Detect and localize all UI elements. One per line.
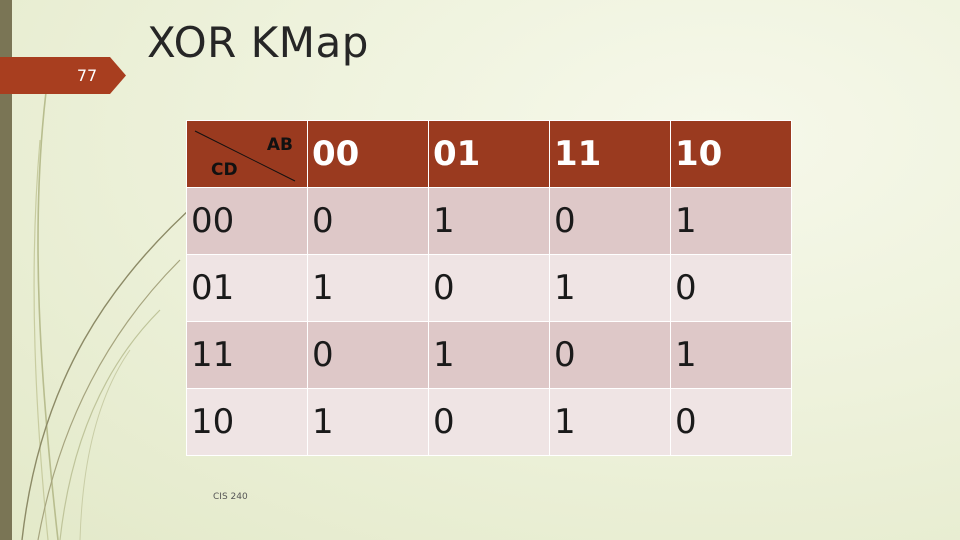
- column-header: 00: [307, 120, 429, 188]
- table-cell: 1: [670, 187, 792, 255]
- slide-title: XOR KMap: [147, 18, 369, 67]
- corner-label-ab: AB: [266, 135, 293, 155]
- table-cell: 0: [549, 321, 671, 389]
- kmap-header-row: AB CD 00 01 11 10: [186, 120, 792, 188]
- table-cell: 0: [549, 187, 671, 255]
- decorative-swoosh: [21, 91, 201, 540]
- table-cell: 1: [549, 254, 671, 322]
- table-cell: 1: [670, 321, 792, 389]
- kmap-table: AB CD 00 01 11 10 00 0 1 0 1 01 1 0 1 0 …: [186, 120, 792, 456]
- table-row: 01 1 0 1 0: [186, 254, 792, 322]
- table-cell: 1: [307, 254, 429, 322]
- left-accent-bar: [0, 0, 12, 540]
- table-cell: 0: [428, 388, 550, 456]
- table-cell: 0: [307, 187, 429, 255]
- table-cell: 0: [670, 254, 792, 322]
- row-label: 11: [186, 321, 308, 389]
- table-cell: 0: [428, 254, 550, 322]
- table-row: 00 0 1 0 1: [186, 187, 792, 255]
- row-label: 01: [186, 254, 308, 322]
- table-cell: 0: [670, 388, 792, 456]
- table-cell: 1: [549, 388, 671, 456]
- column-header: 11: [549, 120, 671, 188]
- table-cell: 0: [307, 321, 429, 389]
- column-header: 10: [670, 120, 792, 188]
- corner-label-cd: CD: [211, 160, 238, 180]
- column-header: 01: [428, 120, 550, 188]
- slide-footer: CIS 240: [213, 492, 248, 502]
- kmap-corner-cell: AB CD: [186, 120, 308, 188]
- corner-diagonal-line: [194, 130, 296, 182]
- table-row: 11 0 1 0 1: [186, 321, 792, 389]
- slide-number: 77: [76, 66, 98, 85]
- table-cell: 1: [428, 321, 550, 389]
- slide-number-tab-shape: [0, 57, 126, 94]
- row-label: 00: [186, 187, 308, 255]
- row-label: 10: [186, 388, 308, 456]
- table-cell: 1: [428, 187, 550, 255]
- table-row: 10 1 0 1 0: [186, 388, 792, 456]
- slide-number-tab: 77: [0, 57, 126, 94]
- table-cell: 1: [307, 388, 429, 456]
